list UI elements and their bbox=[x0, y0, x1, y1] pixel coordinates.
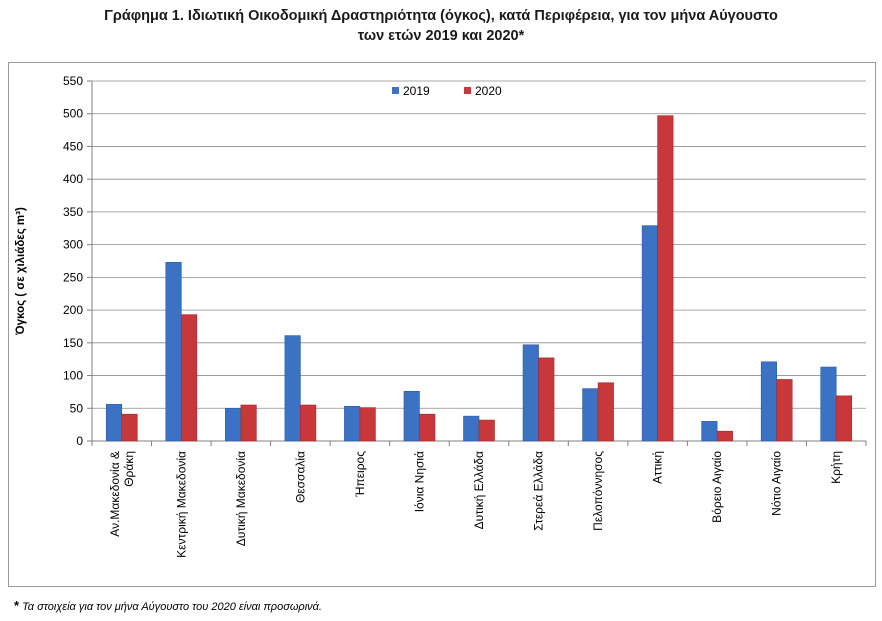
legend-label-2019: 2019 bbox=[403, 84, 430, 98]
x-tick-label: Αν.Μακεδονία & Θράκη bbox=[108, 451, 136, 537]
x-tick-label-line: Νότιο Αιγαίο bbox=[770, 451, 784, 516]
x-tick-label-line: Θράκη bbox=[122, 451, 136, 487]
bar-2020 bbox=[776, 379, 793, 442]
bar-2020 bbox=[597, 382, 614, 442]
footnote-text: Τα στοιχεία για τον μήνα Αύγουστο του 20… bbox=[22, 601, 322, 613]
bar-2019 bbox=[641, 225, 658, 442]
x-tick-label-line: Κρήτη bbox=[829, 451, 843, 484]
bar-2019 bbox=[582, 388, 599, 442]
x-tick-label-line: Στερεά Ελλάδα bbox=[532, 451, 546, 531]
bar-2019 bbox=[463, 415, 480, 442]
bar-2019 bbox=[701, 421, 718, 442]
legend-label-2020: 2020 bbox=[475, 84, 502, 98]
y-tick-label: 300 bbox=[63, 238, 83, 252]
x-tick-label: Κρήτη bbox=[829, 451, 843, 484]
x-tick-label-line: Ήπειρος bbox=[353, 451, 367, 498]
y-axis-label: Όγκος ( σε χιλιάδες m³) bbox=[15, 207, 27, 336]
x-tick-label-line: Πελοπόννησος bbox=[591, 451, 605, 531]
x-tick-label: Βόρειο Αιγαίο bbox=[710, 451, 724, 523]
x-tick-label: Θεσσαλία bbox=[293, 451, 307, 503]
bar-2019 bbox=[284, 335, 301, 442]
x-tick-label: Δυτική Μακεδονία bbox=[234, 451, 248, 546]
y-tick-label: 550 bbox=[63, 74, 83, 88]
legend-swatch-2020 bbox=[464, 87, 471, 94]
legend-swatch-2019 bbox=[392, 87, 399, 94]
y-tick-label: 100 bbox=[63, 369, 83, 383]
bar-2020 bbox=[835, 395, 853, 442]
bar-2019 bbox=[760, 361, 777, 442]
bar-2019 bbox=[344, 406, 361, 442]
bar-2020 bbox=[121, 413, 138, 442]
x-tick-label-line: Δυτική Ελλάδα bbox=[472, 451, 486, 529]
y-tick-label: 200 bbox=[63, 303, 83, 317]
y-tick-label: 150 bbox=[63, 336, 83, 350]
bar-2020 bbox=[419, 413, 436, 442]
x-tick-label: Νότιο Αιγαίο bbox=[770, 451, 784, 516]
bar-2020 bbox=[716, 430, 733, 442]
bar-2020 bbox=[359, 407, 376, 442]
y-tick-label: 350 bbox=[63, 205, 83, 219]
bar-2020 bbox=[300, 404, 317, 442]
x-tick-label: Δυτική Ελλάδα bbox=[472, 451, 486, 529]
bar-2020 bbox=[538, 357, 555, 442]
x-tick-label-line: Αττική bbox=[651, 451, 665, 484]
x-tick-label: Ήπειρος bbox=[353, 451, 367, 498]
y-tick-label: 450 bbox=[63, 139, 83, 153]
x-tick-label-line: Βόρειο Αιγαίο bbox=[710, 451, 724, 523]
x-tick-label: Κεντρική Μακεδονία bbox=[174, 451, 188, 558]
chart-title-line-2: των ετών 2019 και 2020* bbox=[357, 28, 525, 44]
bar-2020 bbox=[657, 115, 674, 442]
chart-title-line-1: Γράφημα 1. Ιδιωτική Οικοδομική Δραστηριό… bbox=[104, 8, 778, 24]
x-tick-label-line: Θεσσαλία bbox=[293, 451, 307, 503]
x-tick-label-line: Δυτική Μακεδονία bbox=[234, 451, 248, 546]
x-tick-label: Αττική bbox=[651, 451, 665, 484]
x-tick-label-line: Αν.Μακεδονία & bbox=[108, 451, 122, 537]
bar-2019 bbox=[225, 407, 242, 442]
x-tick-label-line: Κεντρική Μακεδονία bbox=[174, 451, 188, 558]
y-tick-label: 250 bbox=[63, 270, 83, 284]
bar-2019 bbox=[403, 390, 420, 442]
x-tick-label-line: Ιόνια Νησιά bbox=[412, 451, 426, 512]
bar-2019 bbox=[820, 366, 837, 442]
y-tick-label: 50 bbox=[70, 401, 84, 415]
bar-2020 bbox=[181, 314, 198, 442]
footnote-star: * bbox=[14, 598, 20, 613]
footnote: * Τα στοιχεία για τον μήνα Αύγουστο του 2… bbox=[14, 598, 322, 613]
x-tick-label: Στερεά Ελλάδα bbox=[532, 451, 546, 531]
y-tick-label: 400 bbox=[63, 172, 83, 186]
y-tick-label: 500 bbox=[63, 107, 83, 121]
bar-2019 bbox=[522, 344, 539, 442]
bar-2019 bbox=[105, 404, 123, 442]
bar-2020 bbox=[240, 404, 257, 442]
y-tick-label: 0 bbox=[76, 434, 83, 448]
x-tick-label: Ιόνια Νησιά bbox=[412, 451, 426, 512]
bar-2020 bbox=[478, 419, 495, 442]
x-tick-label: Πελοπόννησος bbox=[591, 451, 605, 531]
chart-title: Γράφημα 1. Ιδιωτική Οικοδομική Δραστηριό… bbox=[0, 6, 882, 46]
chart-frame bbox=[8, 62, 876, 587]
bar-2019 bbox=[165, 262, 182, 442]
